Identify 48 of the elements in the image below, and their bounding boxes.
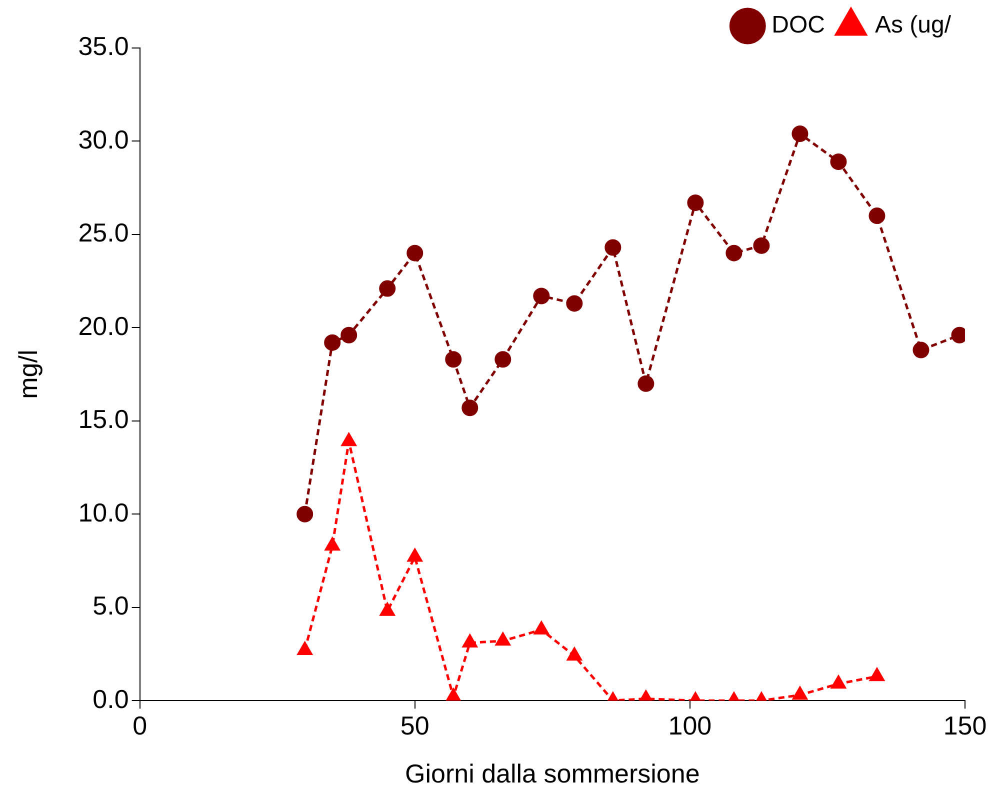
point (792, 126, 808, 142)
point (494, 351, 512, 368)
y-tick-label: 5.0 (92, 590, 129, 621)
legend-label: DOC (772, 12, 825, 39)
x-tick-label: 100 (668, 710, 712, 740)
point (831, 676, 846, 689)
y-tick-label: 10.0 (78, 497, 129, 528)
point (324, 334, 341, 351)
point (379, 280, 396, 297)
point (604, 239, 622, 256)
point (870, 668, 884, 682)
point (462, 400, 478, 416)
point (566, 295, 583, 312)
point (912, 342, 930, 358)
point (445, 351, 462, 368)
point (496, 632, 510, 646)
y-tick-label: 25.0 (78, 218, 129, 248)
point (830, 153, 847, 170)
point (533, 288, 550, 304)
y-tick-label: 35.0 (78, 31, 129, 62)
x-tick-label: 150 (943, 710, 987, 740)
point (687, 194, 704, 212)
y-tick-label: 30.0 (78, 124, 129, 154)
point (298, 642, 312, 656)
x-tick-label: 50 (400, 710, 430, 740)
point (638, 375, 654, 392)
x-tick-label: 0 (132, 710, 148, 740)
point (534, 621, 549, 634)
x-axis-title: Giorni dalla sommersione (405, 758, 700, 789)
point (567, 648, 582, 661)
y-tick-label: 15.0 (78, 404, 129, 434)
point (753, 237, 770, 254)
point (342, 433, 356, 446)
point (380, 602, 395, 616)
legend-label: As (ug/ (874, 12, 952, 39)
point (325, 538, 340, 551)
point (726, 244, 742, 262)
y-tick-label: 20.0 (78, 310, 129, 341)
point (792, 686, 808, 700)
y-tick-label: 0.0 (92, 684, 129, 714)
point (340, 326, 358, 344)
point (868, 208, 886, 224)
y-axis-title: mg/l (12, 350, 43, 399)
point (408, 548, 422, 562)
point (446, 688, 461, 701)
point (296, 506, 314, 522)
point (462, 634, 478, 648)
point (406, 244, 424, 262)
